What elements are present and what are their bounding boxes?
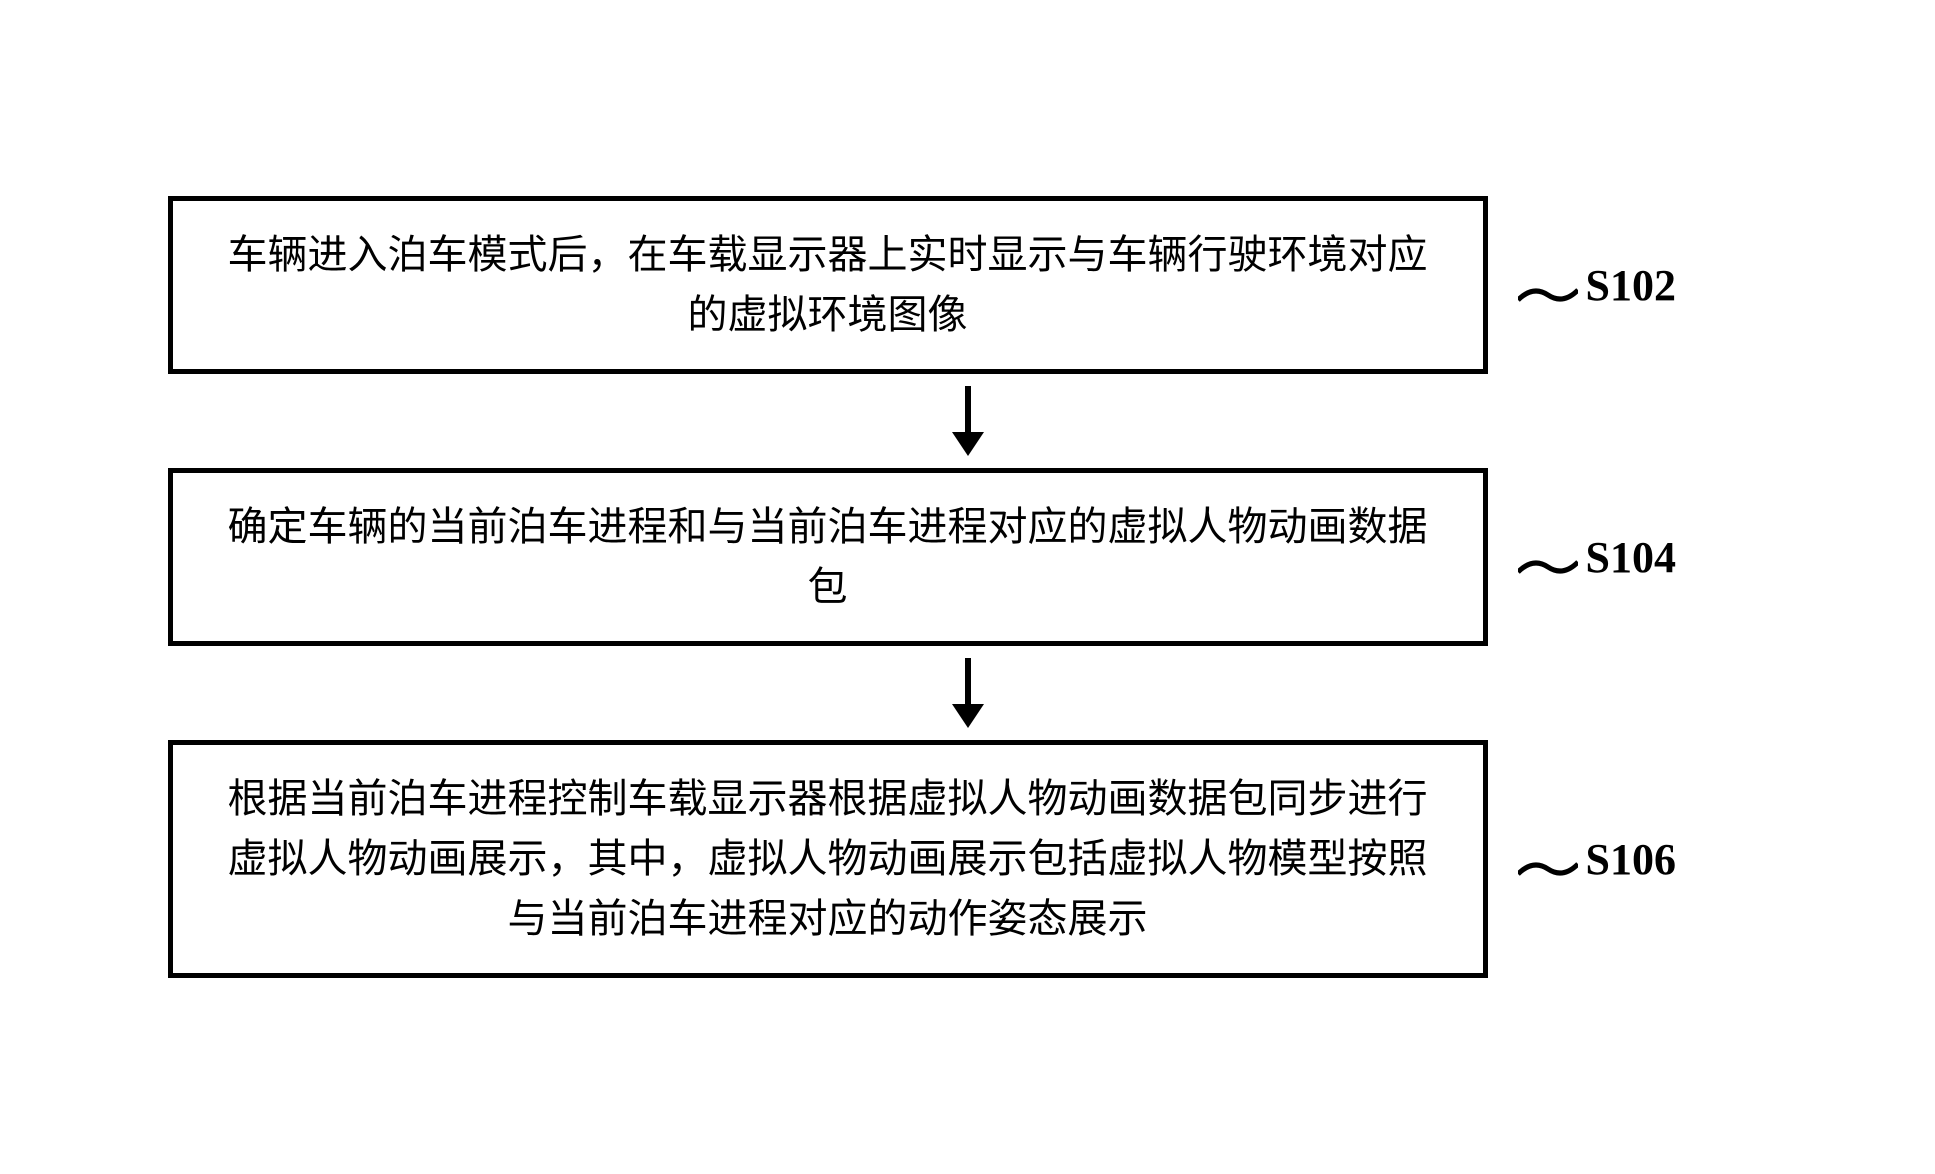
flowchart-box-s106: 根据当前泊车进程控制车载显示器根据虚拟人物动画数据包同步进行虚拟人物动画展示，其… xyxy=(168,740,1488,978)
box-text: 车辆进入泊车模式后，在车载显示器上实时显示与车辆行驶环境对应的虚拟环境图像 xyxy=(228,232,1428,337)
flowchart-box-s102: 车辆进入泊车模式后，在车载显示器上实时显示与车辆行驶环境对应的虚拟环境图像 xyxy=(168,196,1488,374)
box-text: 确定车辆的当前泊车进程和与当前泊车进程对应的虚拟人物动画数据包 xyxy=(228,504,1428,609)
flowchart-row-2: 确定车辆的当前泊车进程和与当前泊车进程对应的虚拟人物动画数据包 S104 xyxy=(168,468,1768,646)
flowchart-label-s106: S106 xyxy=(1518,834,1676,885)
flowchart-row-3: 根据当前泊车进程控制车载显示器根据虚拟人物动画数据包同步进行虚拟人物动画展示，其… xyxy=(168,740,1768,978)
tilde-connector-icon xyxy=(1518,844,1578,874)
flowchart-label-s104: S104 xyxy=(1518,532,1676,583)
arrow-2 xyxy=(308,646,1628,740)
label-text: S106 xyxy=(1586,834,1676,885)
flowchart-label-s102: S102 xyxy=(1518,260,1676,311)
flowchart-row-1: 车辆进入泊车模式后，在车载显示器上实时显示与车辆行驶环境对应的虚拟环境图像 S1… xyxy=(168,196,1768,374)
arrow-icon xyxy=(965,658,971,728)
tilde-connector-icon xyxy=(1518,270,1578,300)
arrow-icon xyxy=(965,386,971,456)
arrow-1 xyxy=(308,374,1628,468)
flowchart-container: 车辆进入泊车模式后，在车载显示器上实时显示与车辆行驶环境对应的虚拟环境图像 S1… xyxy=(168,196,1768,978)
tilde-connector-icon xyxy=(1518,542,1578,572)
label-text: S104 xyxy=(1586,532,1676,583)
box-text: 根据当前泊车进程控制车载显示器根据虚拟人物动画数据包同步进行虚拟人物动画展示，其… xyxy=(228,776,1428,941)
label-text: S102 xyxy=(1586,260,1676,311)
flowchart-box-s104: 确定车辆的当前泊车进程和与当前泊车进程对应的虚拟人物动画数据包 xyxy=(168,468,1488,646)
